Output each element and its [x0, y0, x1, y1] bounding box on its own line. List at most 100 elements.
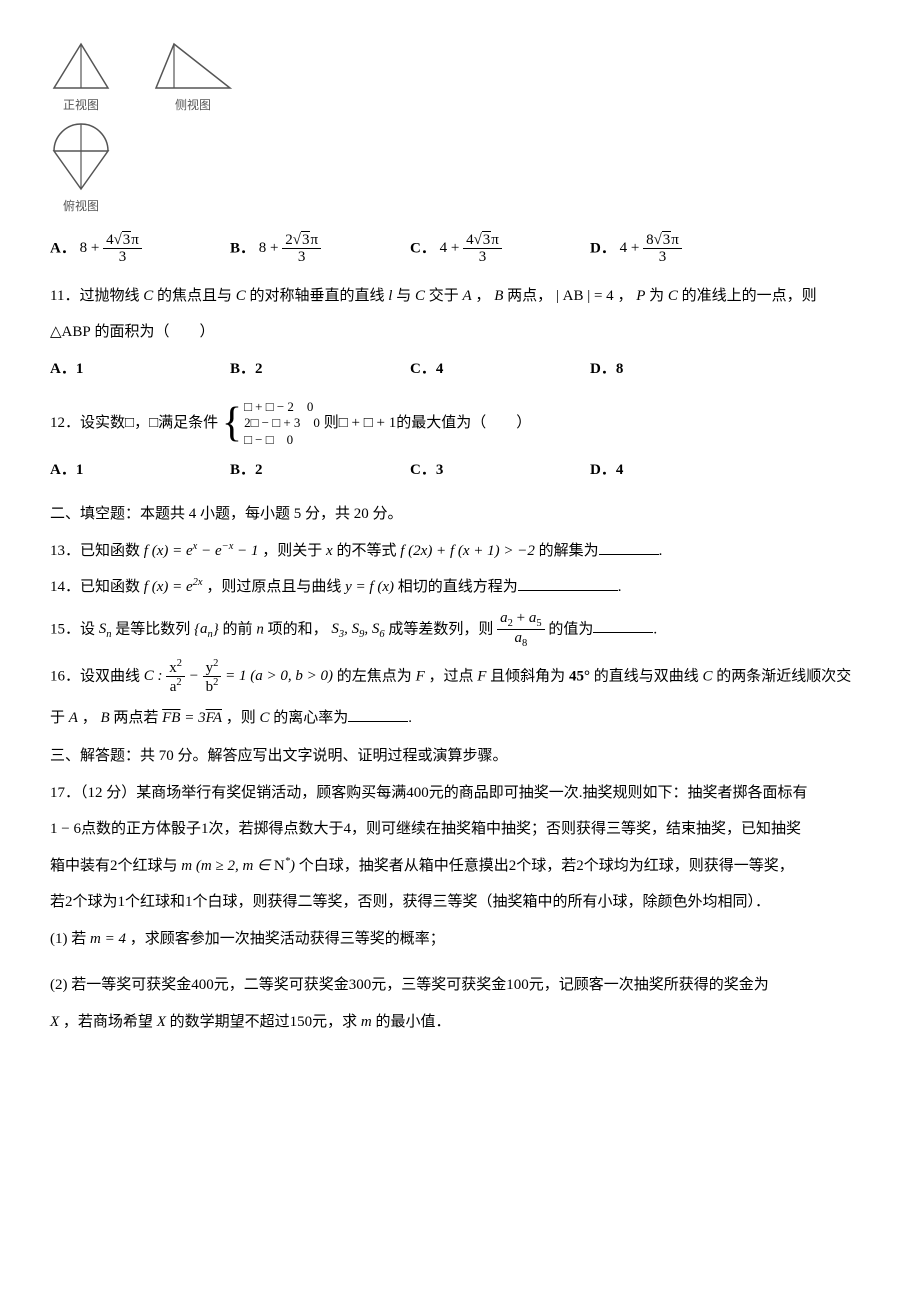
q-text: 为 — [649, 288, 664, 304]
choice-text: C．4 — [410, 361, 443, 377]
choice-expr: 8 + 23π3 — [259, 240, 321, 256]
choice-label: C． — [410, 240, 436, 256]
choice-text: B．2 — [230, 361, 263, 377]
hyperbola-expr: C : x2a2 − y2b2 = 1 (a > 0, b > 0) — [144, 668, 337, 684]
choice-text: C．3 — [410, 462, 443, 478]
sym-a: A — [69, 710, 78, 726]
frac-expr: a2 + a5a8 — [497, 610, 544, 650]
q-text: 的解集为 — [539, 543, 599, 559]
triangle-abp: △ABP — [50, 324, 91, 340]
q17-sub1: (1) 若 m = 4 ，求顾客参加一次抽奖活动获得三等奖的概率； — [50, 925, 870, 954]
curve-expr: y = f (x) — [345, 579, 394, 595]
sub-label: (1) 若 — [50, 931, 86, 947]
sym-c: C — [260, 710, 270, 726]
q-text: 的不等式 — [336, 543, 396, 559]
num-text: 150 — [290, 1014, 313, 1030]
view-row-bottom: 俯视图 — [50, 121, 870, 218]
section-3-heading: 三、解答题：共 70 分。解答应写出文字说明、证明过程或演算步骤。 — [50, 742, 870, 771]
q-text: ，则关于 — [262, 543, 322, 559]
sym-f: F — [477, 668, 486, 684]
choice-label: D． — [590, 240, 616, 256]
sym-p: P — [636, 288, 645, 304]
q-text: ， — [475, 288, 490, 304]
q-text: 的最小值． — [375, 1014, 450, 1030]
q-text: 元，求 — [312, 1014, 357, 1030]
sym-c: C — [668, 288, 678, 304]
q-text: 已知函数 — [80, 579, 140, 595]
q10-choice-d: D． 4 + 83π3 — [590, 232, 770, 266]
front-view-cell: 正视图 — [50, 40, 112, 117]
q17-sub2: (2) 若一等奖可获奖金400元，二等奖可获奖金300元，三等奖可获奖金100元… — [50, 971, 870, 1000]
q11-choice-a: A．1 — [50, 355, 230, 384]
choice-text: A．1 — [50, 361, 83, 377]
q-text: 的焦点且与 — [157, 288, 232, 304]
choice-label: A． — [50, 240, 76, 256]
num-text: 400 — [191, 977, 214, 993]
sym-x-big: X — [157, 1014, 166, 1030]
sn-sym: Sn — [99, 621, 112, 637]
q10-choices: A． 8 + 43π3 B． 8 + 23π3 C． 4 + 43π3 D． 4… — [50, 232, 870, 266]
q-text: 相切的直线方程为 — [398, 579, 518, 595]
q-number: 13． — [50, 543, 80, 559]
q-number: 14． — [50, 579, 80, 595]
period: . — [618, 579, 622, 595]
seq-expr: S3, S9, S6 — [331, 621, 384, 637]
sys-line: □ + □ − 2 0 — [244, 399, 320, 415]
brace-lines: □ + □ − 2 0 2□ − □ + 3 0 □ − □ 0 — [244, 399, 320, 448]
side-view-svg — [152, 40, 234, 92]
angle-text: 45° — [569, 668, 590, 684]
q-text: 若 — [50, 894, 65, 910]
q-text: 的值为 — [548, 621, 593, 637]
q-text: 过抛物线 — [79, 288, 139, 304]
fill-blank — [593, 619, 653, 634]
sym-f: F — [416, 668, 425, 684]
top-view-label: 俯视图 — [63, 195, 99, 218]
q-number: 16． — [50, 668, 80, 684]
period: . — [408, 710, 412, 726]
expr-den: 3 — [103, 249, 142, 266]
num-text: 4 — [344, 821, 352, 837]
q12-choice-c: C．3 — [410, 456, 590, 485]
abs-ab: | AB | = 4 — [556, 288, 614, 304]
q10-choice-b: B． 8 + 23π3 — [230, 232, 410, 266]
choice-text: D．4 — [590, 462, 623, 478]
num-text: 1 − 6 — [50, 821, 81, 837]
front-view-svg — [50, 40, 112, 92]
top-view-cell: 俯视图 — [50, 121, 112, 218]
section-2-heading: 二、填空题：本题共 4 小题，每小题 5 分，共 20 分。 — [50, 500, 870, 529]
q-text: 于 — [50, 710, 65, 726]
m-eq-4: m = 4 — [90, 931, 126, 947]
fill-blank — [518, 577, 618, 592]
q17-p3: 箱中装有2个红球与 m (m ≥ 2, m ∈ N*) 个白球，抽奖者从箱中任意… — [50, 852, 870, 881]
expr-lead: 8 + — [80, 240, 103, 256]
ineq-expr: f (2x) + f (x + 1) > −2 — [400, 543, 535, 559]
q-text: 个球为 — [73, 894, 118, 910]
choice-text: B．2 — [230, 462, 263, 478]
expr-den: 3 — [463, 249, 502, 266]
q-text: 与 — [396, 288, 411, 304]
expr-den: 3 — [282, 249, 321, 266]
choice-text: A．1 — [50, 462, 83, 478]
brace-system: { □ + □ − 2 0 2□ − □ + 3 0 □ − □ 0 — [222, 399, 320, 448]
q11: 11．过抛物线 C 的焦点且与 C 的对称轴垂直的直线 l 与 C 交于 A ，… — [50, 282, 870, 311]
q-text: 的数学期望不超过 — [170, 1014, 290, 1030]
q-text: 的面积为（ ） — [94, 324, 214, 340]
q-text: ，过点 — [428, 668, 473, 684]
q-text: 设实数□，□满足条件 — [80, 415, 218, 431]
q-text: ，则可继续在抽奖箱中抽奖；否则获得三等奖，结束抽奖，已知抽奖 — [351, 821, 801, 837]
q-text: 且倾斜角为 — [490, 668, 565, 684]
q-text: ，则过原点且与曲线 — [206, 579, 341, 595]
q-text: 某商场举行有奖促销活动，顾客购买每满 — [136, 785, 406, 801]
q-text: 成等差数列，则 — [388, 621, 493, 637]
num-text: 400 — [406, 785, 429, 801]
q-text: ，若商场希望 — [63, 1014, 153, 1030]
fx-expr: f (x) = e2x — [144, 579, 203, 595]
q-text: 个白球，抽奖者从箱中任意摸出 — [299, 858, 509, 874]
q-text: 的直线与双曲线 — [594, 668, 699, 684]
q11-choice-b: B．2 — [230, 355, 410, 384]
q-text: 是等比数列 — [115, 621, 190, 637]
q12-choices: A．1 B．2 C．3 D．4 — [50, 456, 870, 485]
q-text: 个红球和 — [125, 894, 185, 910]
period: . — [653, 621, 657, 637]
q-text: 交于 — [429, 288, 459, 304]
